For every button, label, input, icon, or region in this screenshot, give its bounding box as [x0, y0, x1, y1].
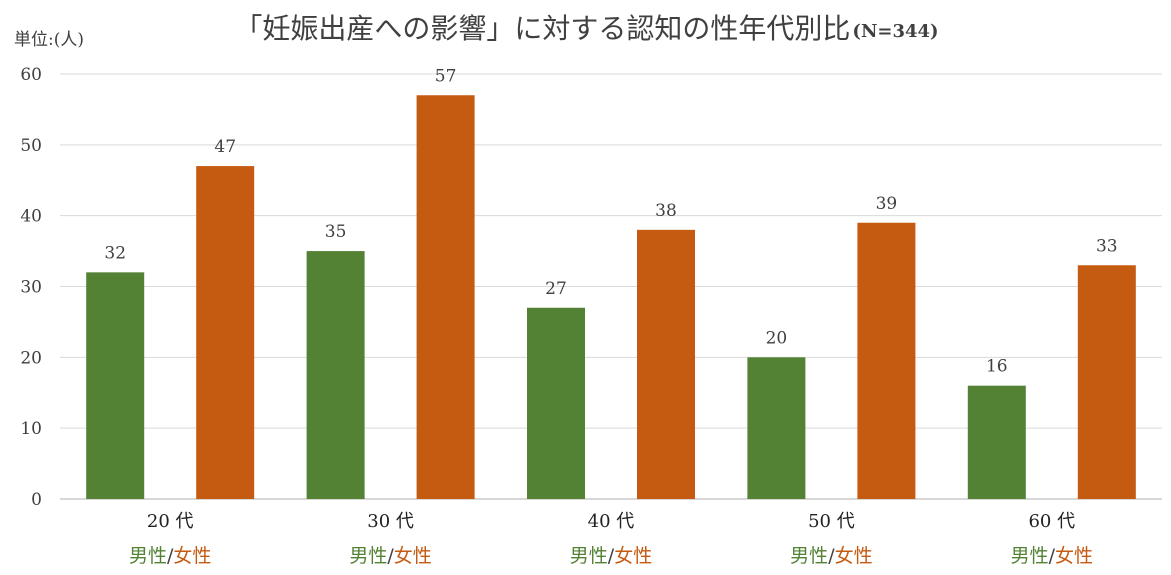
- male-label: 男性: [129, 545, 167, 567]
- x-tick-label: 40 代: [588, 511, 635, 532]
- bar-female: [857, 222, 916, 499]
- y-tick-label: 20: [20, 348, 42, 368]
- data-label: 27: [545, 279, 567, 299]
- bar-female: [1077, 265, 1136, 499]
- chart-title: 「妊娠出産への影響」に対する認知の性年代別比: [234, 12, 850, 45]
- y-tick-label: 60: [20, 65, 42, 85]
- y-tick-label: 30: [20, 278, 42, 298]
- gender-sublabel: 男性/女性: [790, 545, 872, 567]
- female-label: 女性: [614, 545, 652, 567]
- data-label: 38: [655, 201, 677, 221]
- data-label: 47: [214, 137, 236, 157]
- bar-male: [967, 385, 1026, 499]
- y-tick-label: 50: [20, 136, 42, 156]
- y-tick-label: 0: [31, 490, 42, 510]
- male-label: 男性: [1011, 545, 1049, 567]
- bar-male: [306, 251, 365, 499]
- x-tick-label: 20 代: [147, 511, 194, 532]
- male-label: 男性: [790, 545, 828, 567]
- chart-subtitle: (N=344): [852, 21, 938, 42]
- gender-sublabel: 男性/女性: [349, 545, 431, 567]
- gender-sublabel: 男性/女性: [129, 545, 211, 567]
- data-label: 16: [986, 357, 1008, 377]
- female-label: 女性: [173, 545, 211, 567]
- male-label: 男性: [349, 545, 387, 567]
- separator-label: /: [828, 545, 835, 567]
- separator-label: /: [167, 545, 174, 567]
- bar-male: [747, 357, 806, 499]
- female-label: 女性: [835, 545, 873, 567]
- data-label: 20: [766, 328, 788, 348]
- y-tick-label: 10: [20, 419, 42, 439]
- y-tick-label: 40: [20, 207, 42, 227]
- data-label: 39: [876, 194, 898, 214]
- bar-male: [86, 272, 145, 499]
- y-axis-ticks: 0 10 20 30 40 50 60: [20, 65, 42, 510]
- gender-sublabel: 男性/女性: [1011, 545, 1093, 567]
- x-tick-label: 50 代: [808, 511, 855, 532]
- separator-label: /: [1049, 545, 1056, 567]
- data-label: 35: [325, 222, 347, 242]
- gender-sublabel: 男性/女性: [570, 545, 652, 567]
- bar-female: [196, 166, 255, 500]
- unit-label: 単位:(人): [14, 30, 84, 50]
- x-tick-label: 30 代: [367, 511, 414, 532]
- separator-label: /: [387, 545, 394, 567]
- data-label: 33: [1096, 236, 1118, 256]
- x-tick-label: 60 代: [1028, 511, 1075, 532]
- data-label: 57: [435, 66, 457, 86]
- bar-female: [416, 95, 475, 499]
- data-label: 32: [104, 243, 126, 263]
- bars: [86, 95, 1136, 500]
- female-label: 女性: [394, 545, 432, 567]
- female-label: 女性: [1055, 545, 1093, 567]
- bar-female: [637, 229, 695, 500]
- separator-label: /: [608, 545, 615, 567]
- bar-male: [527, 307, 585, 499]
- male-label: 男性: [570, 545, 608, 567]
- data-labels: 32 47 35 57 27 38 20 39 16 33: [104, 66, 1117, 376]
